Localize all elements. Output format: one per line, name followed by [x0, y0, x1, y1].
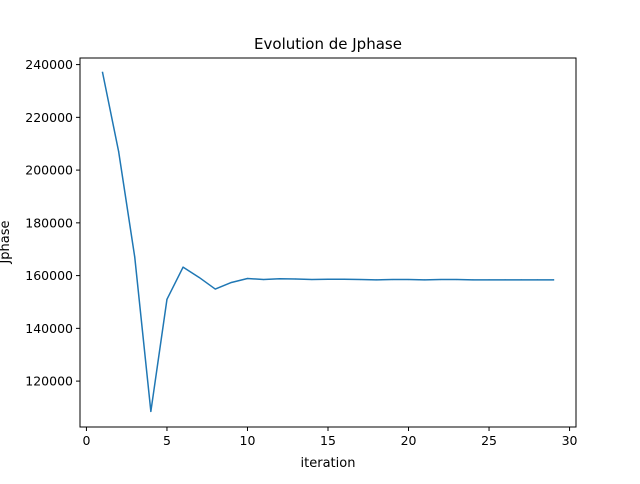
data-point: [407, 278, 410, 281]
data-point: [456, 278, 458, 281]
data-point: [182, 266, 184, 268]
y-tick-label: 220000: [25, 110, 73, 125]
data-point: [262, 278, 265, 281]
data-point: [118, 151, 120, 153]
data-point: [536, 279, 538, 281]
data-point: [295, 278, 297, 280]
data-point: [504, 279, 506, 281]
y-tick-label: 160000: [25, 268, 73, 283]
data-point: [214, 288, 216, 290]
data-point: [230, 281, 232, 284]
data-point: [327, 278, 329, 280]
data-point: [311, 278, 313, 281]
x-axis-label: iteration: [301, 456, 356, 471]
x-tick-label: 25: [481, 433, 497, 448]
data-point: [488, 279, 490, 281]
plot-area: 0 5 10 15 20 25 30 120000 140000 160000 180000 2000…: [25, 57, 577, 448]
data-point: [166, 298, 168, 300]
y-axis-label: Jphase: [0, 220, 13, 264]
data-point: [198, 276, 200, 279]
x-tick-label: 0: [82, 433, 90, 448]
y-tick-label: 120000: [25, 374, 73, 389]
x-tick-label: 30: [562, 433, 578, 448]
y-tick-label: 180000: [25, 215, 73, 230]
y-tick-label: 240000: [25, 57, 73, 72]
x-tick-label: 10: [240, 433, 256, 448]
data-point: [101, 71, 104, 74]
chart-title: Evolution de Jphase: [254, 35, 402, 53]
data-point: [246, 277, 249, 280]
data-point: [134, 256, 136, 258]
data-point: [472, 279, 474, 281]
data-point: [391, 278, 394, 281]
data-point: [279, 278, 281, 280]
data-point: [359, 278, 361, 281]
data-point: [424, 279, 426, 281]
data-point: [440, 278, 442, 281]
data-point: [150, 410, 152, 413]
data-point: [375, 279, 377, 281]
x-tick-label: 20: [401, 433, 417, 448]
x-tick-label: 15: [320, 433, 336, 448]
data-point: [520, 279, 522, 281]
y-tick-label: 200000: [25, 163, 73, 178]
data-point: [552, 279, 555, 281]
x-tick-label: 5: [163, 433, 171, 448]
data-point: [343, 278, 345, 280]
y-tick-label: 140000: [25, 321, 73, 336]
